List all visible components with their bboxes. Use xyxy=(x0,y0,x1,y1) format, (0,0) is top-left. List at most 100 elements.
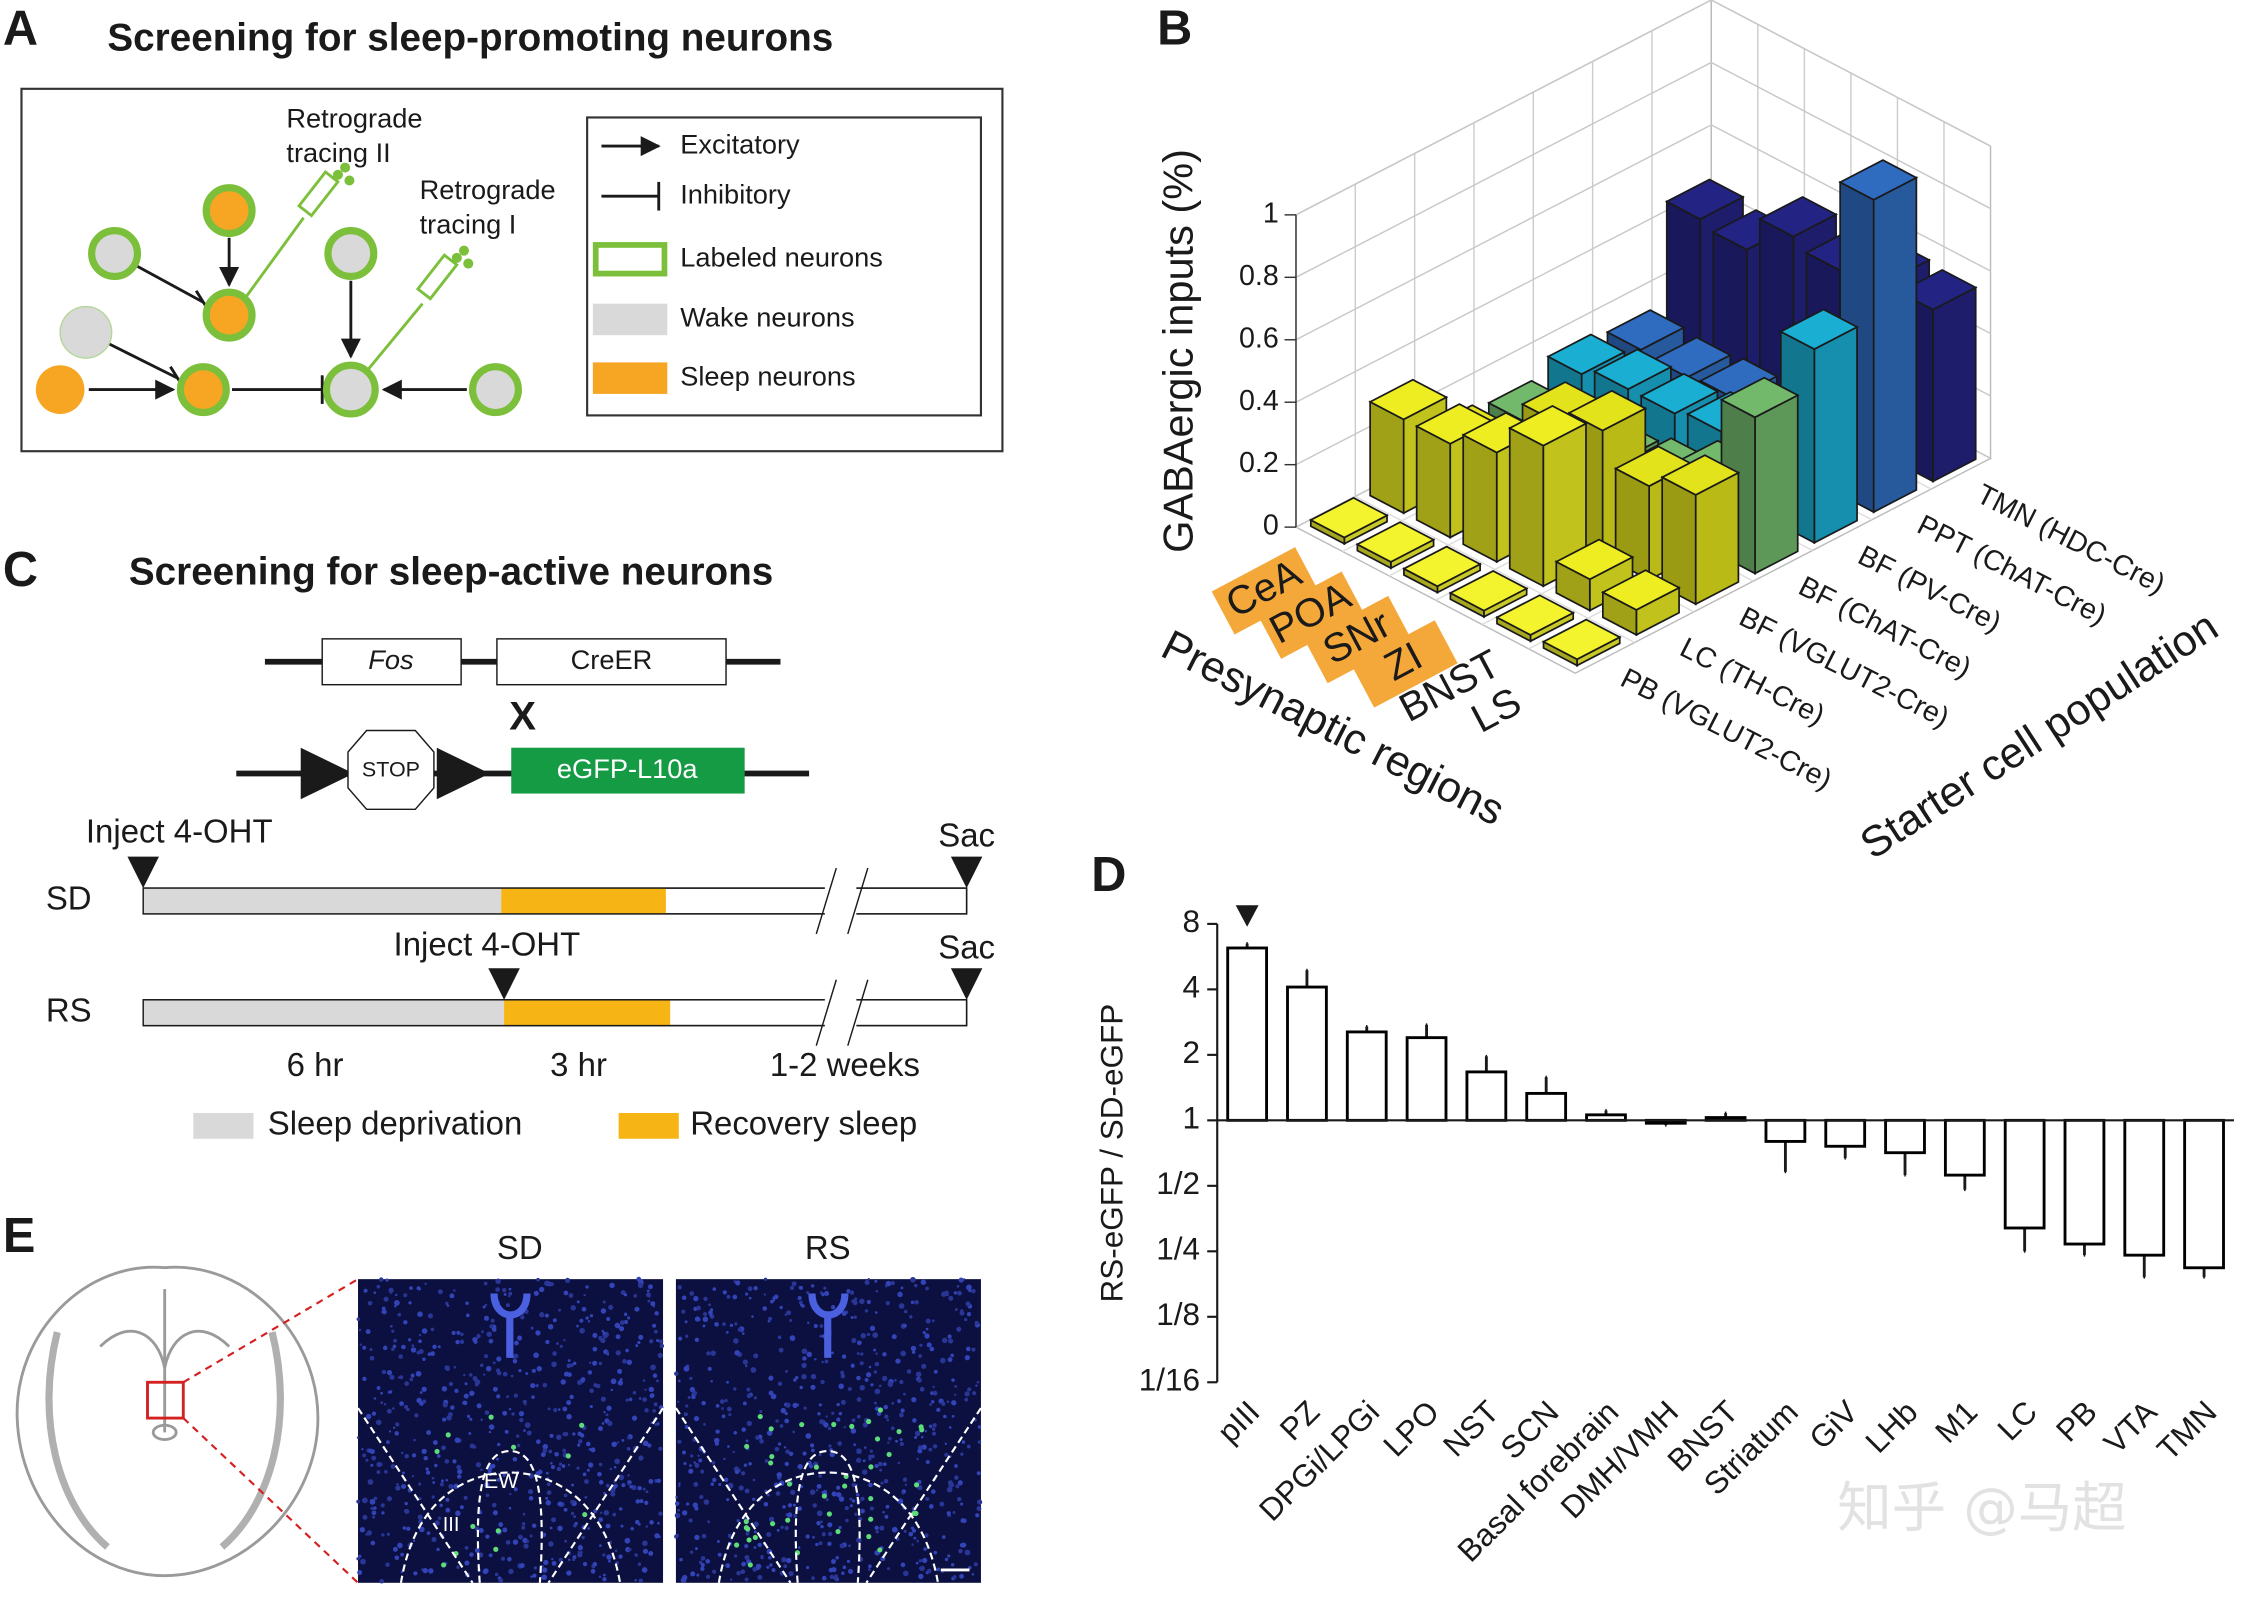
nucleus xyxy=(746,1420,752,1427)
nucleus xyxy=(840,1399,846,1405)
nucleus xyxy=(432,1344,437,1350)
nucleus xyxy=(738,1485,744,1491)
nucleus xyxy=(845,1518,849,1523)
wake-neuron xyxy=(322,361,379,418)
nucleus xyxy=(966,1444,971,1449)
nucleus xyxy=(962,1278,966,1281)
nucleus xyxy=(677,1285,682,1290)
nucleus xyxy=(442,1417,447,1422)
nucleus xyxy=(445,1497,450,1502)
nucleus xyxy=(911,1543,914,1546)
nucleus xyxy=(805,1565,810,1570)
nucleus xyxy=(962,1518,967,1523)
nucleus xyxy=(424,1282,427,1286)
nucleus xyxy=(602,1331,606,1335)
labeled-cell xyxy=(849,1423,855,1429)
nucleus xyxy=(864,1309,869,1313)
nucleus xyxy=(708,1310,713,1316)
nucleus xyxy=(924,1430,928,1433)
row-label: SD xyxy=(46,880,92,917)
nucleus xyxy=(564,1277,571,1283)
nucleus xyxy=(868,1365,872,1369)
nucleus xyxy=(492,1502,497,1508)
nucleus xyxy=(920,1279,927,1285)
z-tick-label: 1 xyxy=(1263,197,1279,229)
bar-face xyxy=(1838,159,1919,201)
nucleus xyxy=(694,1462,700,1468)
bar-face xyxy=(1605,309,1686,351)
nucleus xyxy=(950,1563,955,1567)
nucleus xyxy=(370,1540,376,1546)
nucleus xyxy=(419,1526,425,1533)
nucleus xyxy=(372,1515,376,1519)
nucleus xyxy=(799,1285,804,1290)
nucleus xyxy=(947,1554,951,1558)
nucleus xyxy=(848,1544,851,1548)
nucleus xyxy=(856,1493,860,1497)
panel-frame xyxy=(20,87,1004,453)
nucleus xyxy=(412,1539,416,1542)
nucleus xyxy=(524,1403,527,1406)
nucleus xyxy=(626,1447,630,1451)
nucleus xyxy=(538,1286,545,1293)
nucleus xyxy=(649,1393,655,1399)
nucleus xyxy=(678,1379,681,1383)
legend-label: Inhibitory xyxy=(680,178,791,209)
nucleus xyxy=(919,1343,923,1347)
nucleus xyxy=(758,1543,762,1547)
tracing-line xyxy=(245,216,305,298)
nucleus xyxy=(373,1496,378,1501)
nucleus xyxy=(856,1397,862,1402)
nucleus xyxy=(869,1449,873,1453)
labeled-cell xyxy=(868,1464,874,1470)
nucleus xyxy=(474,1379,481,1385)
nucleus xyxy=(820,1379,825,1385)
nucleus xyxy=(839,1543,845,1549)
nucleus xyxy=(964,1317,968,1322)
wake-neuron xyxy=(88,227,142,281)
nucleus xyxy=(869,1325,876,1331)
labeled-cell xyxy=(886,1451,892,1457)
nucleus xyxy=(603,1510,610,1516)
ventricle xyxy=(808,1293,849,1358)
nucleus xyxy=(407,1338,412,1342)
nucleus xyxy=(597,1471,602,1477)
nucleus xyxy=(807,1321,810,1325)
nucleus xyxy=(752,1566,758,1572)
nucleus xyxy=(763,1277,768,1281)
nucleus xyxy=(753,1546,757,1549)
nucleus xyxy=(810,1284,815,1288)
nucleus xyxy=(487,1469,492,1475)
nucleus xyxy=(755,1435,760,1440)
nucleus xyxy=(712,1477,717,1483)
event-marker xyxy=(950,856,983,889)
nucleus xyxy=(649,1520,654,1525)
nucleus xyxy=(381,1511,385,1515)
nucleus xyxy=(683,1461,687,1466)
nucleus xyxy=(931,1319,935,1323)
bar xyxy=(1600,569,1681,637)
event-label: Inject 4-OHT xyxy=(86,812,273,849)
labeled-cell xyxy=(757,1414,763,1420)
nucleus xyxy=(836,1402,840,1407)
nucleus xyxy=(389,1290,393,1294)
nucleus xyxy=(606,1353,610,1356)
nucleus xyxy=(509,1492,512,1496)
nucleus xyxy=(421,1448,427,1455)
nucleus xyxy=(772,1298,776,1302)
x-tick-label: VTA xyxy=(2097,1393,2164,1460)
break-line xyxy=(815,867,837,935)
nucleus xyxy=(682,1450,686,1455)
nucleus xyxy=(469,1390,475,1397)
nucleus xyxy=(592,1360,598,1366)
nucleus xyxy=(780,1407,786,1414)
bar xyxy=(1554,538,1635,612)
nucleus xyxy=(620,1524,624,1528)
nucleus xyxy=(431,1495,435,1499)
labeled-cell xyxy=(743,1518,749,1525)
nucleus xyxy=(505,1303,510,1308)
nucleus xyxy=(948,1338,954,1344)
nucleus xyxy=(840,1373,846,1379)
nucleus xyxy=(932,1444,938,1449)
